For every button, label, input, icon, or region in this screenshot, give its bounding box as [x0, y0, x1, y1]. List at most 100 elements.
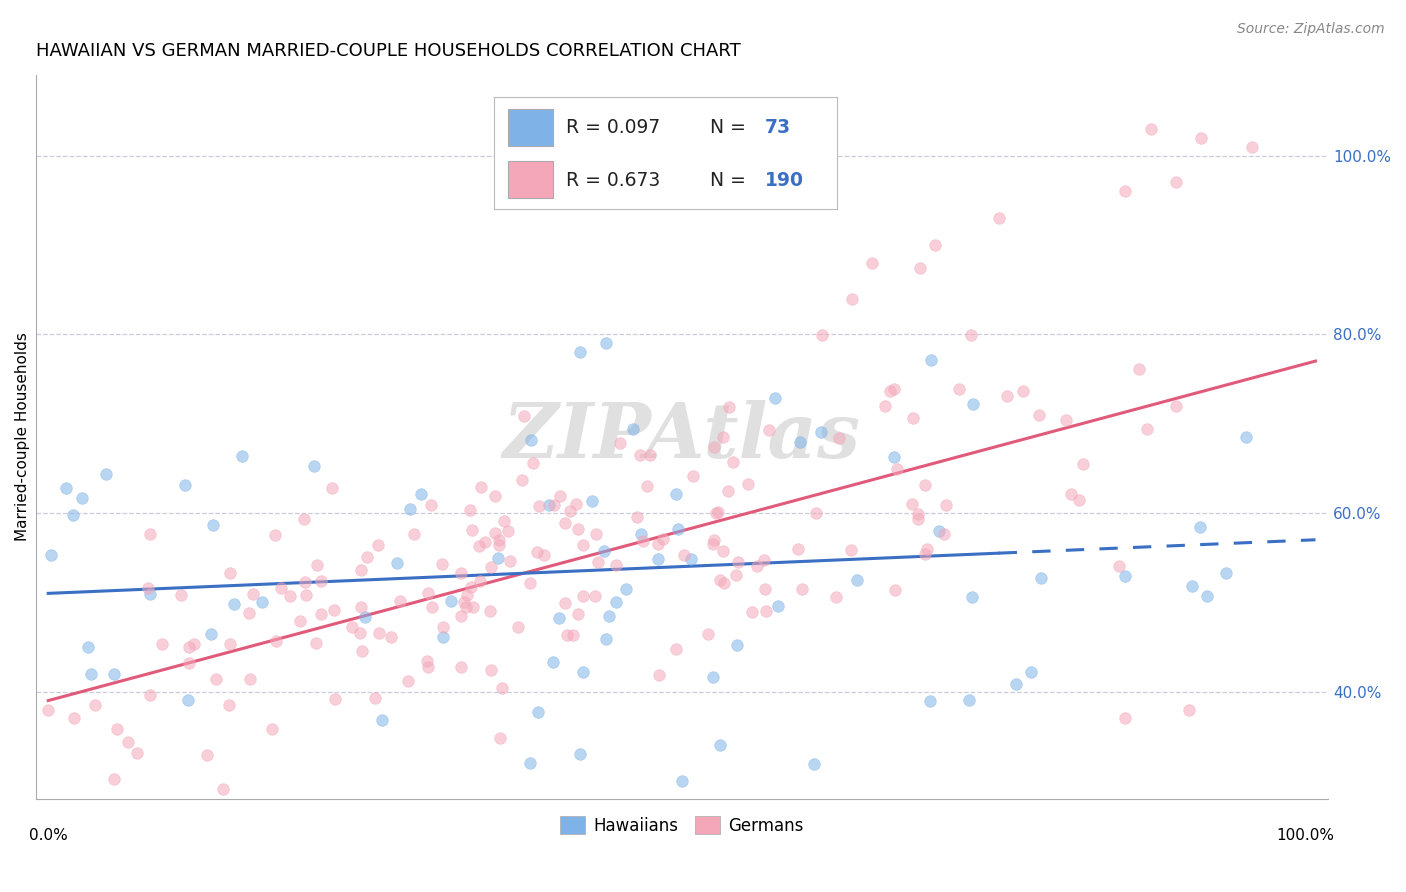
Point	[1241, 139, 1264, 153]
Text: 100.0%: 100.0%	[1277, 828, 1334, 843]
Point	[673, 549, 696, 563]
Point	[766, 599, 789, 613]
Point	[460, 580, 482, 594]
Point	[1004, 677, 1026, 691]
Point	[860, 256, 883, 270]
Point	[558, 504, 581, 518]
Point	[595, 632, 617, 646]
Point	[474, 535, 496, 549]
Point	[704, 506, 727, 520]
Point	[263, 528, 285, 542]
Point	[959, 328, 981, 343]
Point	[211, 781, 233, 796]
Point	[139, 526, 162, 541]
Point	[367, 538, 389, 552]
Point	[526, 545, 548, 559]
Point	[1189, 130, 1212, 145]
Point	[571, 665, 593, 679]
Point	[960, 590, 983, 604]
Point	[810, 425, 832, 440]
Point	[340, 619, 363, 633]
Point	[195, 748, 218, 763]
Point	[450, 660, 472, 674]
Point	[709, 738, 731, 752]
Y-axis label: Married-couple Households: Married-couple Households	[15, 333, 30, 541]
Point	[914, 478, 936, 492]
Point	[787, 542, 810, 557]
Point	[304, 636, 326, 650]
Point	[83, 698, 105, 712]
Legend: Hawaiians, Germans: Hawaiians, Germans	[554, 809, 810, 841]
Point	[1164, 175, 1187, 189]
Point	[725, 568, 748, 582]
Point	[745, 558, 768, 573]
Point	[810, 327, 832, 342]
Point	[416, 654, 439, 668]
Point	[488, 538, 510, 552]
Point	[323, 692, 346, 706]
Point	[222, 597, 245, 611]
Point	[709, 573, 731, 587]
Point	[621, 422, 644, 436]
Point	[174, 478, 197, 492]
Point	[907, 511, 929, 525]
Point	[389, 594, 412, 608]
Point	[841, 292, 863, 306]
Point	[741, 605, 763, 619]
Point	[183, 636, 205, 650]
Point	[323, 603, 346, 617]
Point	[554, 596, 576, 610]
Point	[533, 548, 555, 562]
Point	[103, 666, 125, 681]
Point	[609, 436, 631, 450]
Point	[39, 548, 62, 562]
Point	[349, 600, 371, 615]
Point	[200, 627, 222, 641]
Point	[679, 551, 702, 566]
Point	[682, 468, 704, 483]
Point	[702, 537, 724, 551]
Point	[555, 628, 578, 642]
Point	[239, 673, 262, 687]
Point	[1028, 408, 1050, 422]
Point	[37, 702, 59, 716]
Point	[789, 434, 811, 449]
Point	[264, 633, 287, 648]
Point	[527, 500, 550, 514]
Point	[138, 587, 160, 601]
Point	[302, 458, 325, 473]
Point	[828, 431, 851, 445]
Point	[873, 399, 896, 413]
Point	[453, 595, 475, 609]
Point	[385, 556, 408, 570]
Point	[569, 747, 592, 761]
Point	[592, 544, 614, 558]
Point	[957, 693, 980, 707]
Point	[1177, 702, 1199, 716]
Point	[755, 604, 778, 618]
Point	[219, 637, 242, 651]
Point	[754, 582, 776, 597]
Point	[218, 566, 240, 580]
Point	[138, 582, 160, 596]
Point	[62, 508, 84, 522]
Point	[648, 667, 671, 681]
Point	[411, 487, 433, 501]
Point	[262, 722, 284, 736]
Point	[1114, 569, 1136, 583]
Point	[204, 672, 226, 686]
Point	[713, 429, 735, 443]
Point	[1128, 361, 1150, 376]
Point	[486, 551, 509, 566]
Point	[350, 644, 373, 658]
Point	[499, 554, 522, 568]
Point	[488, 533, 510, 547]
Point	[458, 503, 481, 517]
Point	[416, 586, 439, 600]
Point	[356, 549, 378, 564]
Point	[803, 756, 825, 771]
Point	[522, 456, 544, 470]
Point	[479, 559, 502, 574]
Point	[396, 673, 419, 688]
Point	[901, 411, 924, 425]
